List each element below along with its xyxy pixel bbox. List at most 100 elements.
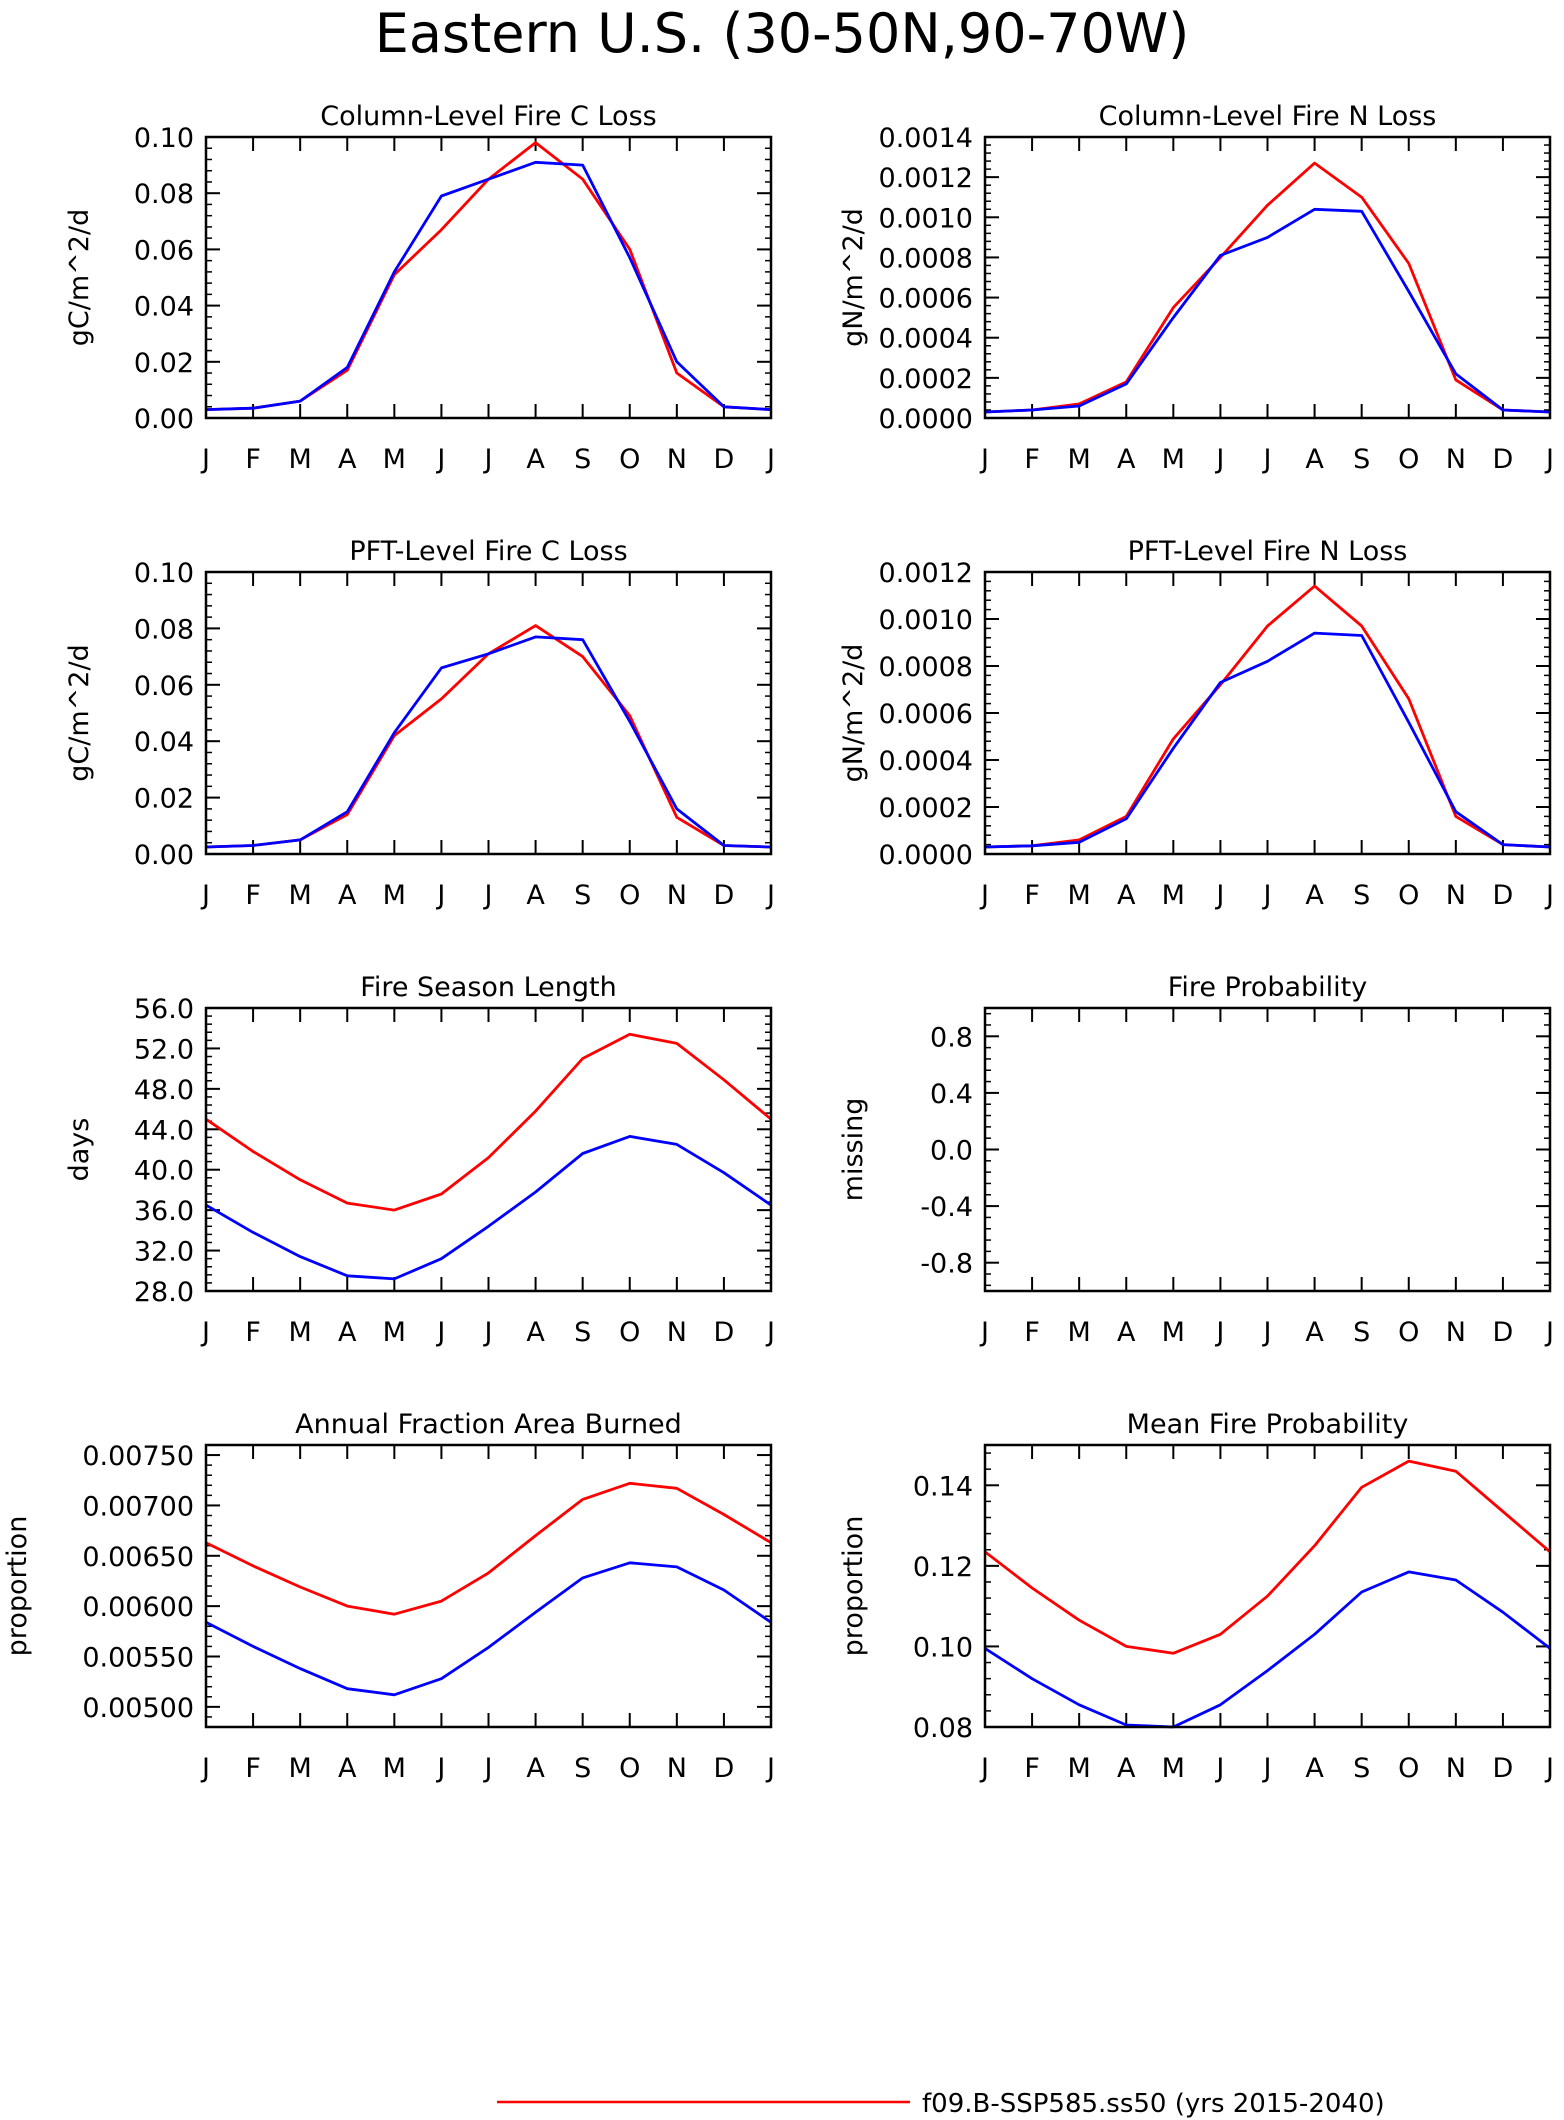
x-tick-label: S (574, 1753, 591, 1784)
figure-title: Eastern U.S. (30-50N,90-70W) (375, 2, 1190, 65)
x-tick-label: M (383, 880, 406, 911)
x-tick-label: J (1262, 1317, 1272, 1348)
x-tick-label: J (483, 880, 493, 911)
y-tick-label: 40.0 (134, 1156, 194, 1187)
x-tick-label: O (619, 1317, 640, 1348)
panel-2: Column-Level Fire N Loss gN/m^2/d 0.0000 0.… (838, 101, 1554, 475)
y-axis-label: proportion (2, 1516, 33, 1657)
x-tick-label: D (1493, 1317, 1514, 1348)
panel-title: PFT-Level Fire N Loss (1128, 536, 1408, 567)
x-tick-label: D (714, 444, 735, 475)
x-tick-label: J (435, 1317, 445, 1348)
y-tick-label: 0.14 (913, 1471, 973, 1502)
x-tick-label: A (526, 1753, 545, 1784)
x-tick-label: S (574, 1317, 591, 1348)
y-tick-label: 28.0 (134, 1277, 194, 1308)
x-tick-label: F (1024, 1317, 1040, 1348)
x-tick-label: J (1214, 880, 1224, 911)
x-tick-label: J (765, 1317, 775, 1348)
x-tick-label: A (338, 444, 357, 475)
y-tick-label: 0.04 (134, 292, 194, 323)
x-tick-label: A (526, 1317, 545, 1348)
y-tick-label: 0.0014 (879, 123, 973, 154)
series-line-2 (205, 160, 772, 411)
x-tick-label: J (765, 880, 775, 911)
x-tick-label: O (619, 444, 640, 475)
plot-frame (983, 1006, 1552, 1293)
y-tick-label: 0.0012 (879, 163, 973, 194)
x-tick-label: N (1446, 1317, 1466, 1348)
legend: f09.B-SSP585.ss50 (yrs 2015-2040) (497, 2089, 1385, 2119)
y-tick-label: 0.0006 (879, 699, 973, 730)
x-tick-label: J (1214, 444, 1224, 475)
y-tick-label: 0.08 (913, 1713, 973, 1744)
x-tick-label: J (979, 1317, 989, 1348)
x-tick-label: S (1353, 1317, 1370, 1348)
y-tick-label: 0.00650 (82, 1542, 194, 1573)
x-tick-label: D (1493, 1753, 1514, 1784)
x-tick-label: N (667, 1317, 687, 1348)
x-tick-label: F (1024, 880, 1040, 911)
panel-5: Fire Season Length days 28.0 32.0 36.0 40.0 44… (64, 972, 775, 1348)
x-tick-label: F (245, 1317, 261, 1348)
x-tick-label: J (1214, 1753, 1224, 1784)
y-axis-label: proportion (838, 1516, 869, 1657)
y-tick-label: 0.06 (134, 235, 194, 266)
y-tick-label: 0.0000 (879, 404, 973, 435)
panel-3: PFT-Level Fire C Loss gC/m^2/d 0.00 0.02 0.0… (64, 536, 775, 911)
x-tick-label: M (1068, 444, 1091, 475)
x-tick-label: O (1398, 444, 1419, 475)
x-tick-label: J (1262, 1753, 1272, 1784)
panel-7: Annual Fraction Area Burned proportion 0.0… (2, 1409, 775, 1784)
x-tick-label: J (483, 1317, 493, 1348)
y-axis-label: gN/m^2/d (838, 644, 869, 783)
plot-frame (204, 135, 773, 420)
y-tick-label: -0.8 (920, 1249, 973, 1280)
x-tick-label: N (667, 444, 687, 475)
x-tick-label: N (1446, 880, 1466, 911)
x-tick-label: M (1162, 880, 1185, 911)
x-tick-label: J (1214, 1317, 1224, 1348)
series-line-1 (984, 1459, 1551, 1655)
x-tick-label: J (979, 1753, 989, 1784)
x-tick-label: N (1446, 1753, 1466, 1784)
x-tick-label: A (1305, 444, 1324, 475)
y-tick-label: 0.0008 (879, 652, 973, 683)
plot-frame (983, 135, 1552, 420)
x-tick-label: O (1398, 880, 1419, 911)
x-tick-label: A (1305, 880, 1324, 911)
x-tick-label: F (245, 880, 261, 911)
panel-6: Fire Probability missing -0.8 -0.4 0.0 0.4 0.8… (838, 972, 1554, 1348)
x-tick-label: F (1024, 444, 1040, 475)
x-tick-label: J (979, 444, 989, 475)
x-tick-label: A (526, 880, 545, 911)
x-tick-label: J (483, 1753, 493, 1784)
x-tick-label: J (1262, 880, 1272, 911)
y-tick-label: 48.0 (134, 1075, 194, 1106)
x-tick-label: S (574, 444, 591, 475)
y-tick-label: 0.00500 (82, 1693, 194, 1724)
x-tick-label: D (714, 1753, 735, 1784)
y-tick-label: 0.00 (134, 404, 194, 435)
x-tick-label: A (1117, 1317, 1136, 1348)
series-line-2 (205, 635, 772, 849)
panel-8: Mean Fire Probability proportion 0.08 0.10 0… (838, 1409, 1554, 1784)
x-tick-label: M (289, 880, 312, 911)
x-tick-label: D (714, 880, 735, 911)
y-tick-label: 0.10 (913, 1632, 973, 1663)
x-tick-label: J (765, 444, 775, 475)
x-tick-label: S (1353, 1753, 1370, 1784)
y-tick-label: 0.0 (930, 1136, 973, 1167)
x-tick-label: M (383, 444, 406, 475)
x-tick-label: F (1024, 1753, 1040, 1784)
legend-label: f09.B-SSP585.ss50 (yrs 2015-2040) (922, 2089, 1385, 2119)
x-tick-label: A (1117, 880, 1136, 911)
x-tick-label: M (1162, 444, 1185, 475)
x-tick-label: A (338, 1317, 357, 1348)
series-line-2 (205, 1135, 772, 1281)
y-tick-label: 0.00 (134, 840, 194, 871)
y-tick-label: 0.0002 (879, 364, 973, 395)
x-tick-label: A (1305, 1317, 1324, 1348)
y-axis-label: gN/m^2/d (838, 208, 869, 347)
